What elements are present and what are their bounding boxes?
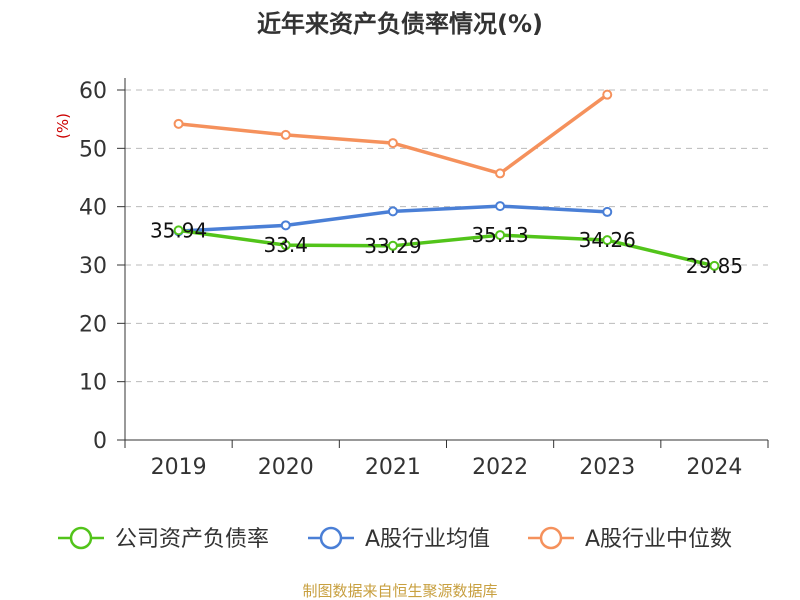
data-label-2023: 34.26 [579,228,636,252]
y-tick-label-60: 60 [79,79,107,104]
y-tick-label-40: 40 [79,196,107,221]
x-tick-label-2021: 2021 [365,455,421,480]
data-label-2021: 33.29 [364,234,421,258]
data-point-0-2020 [280,240,291,251]
y-tick-label-0: 0 [93,429,107,454]
y-tick-label-30: 30 [79,254,107,279]
data-point-1-2022 [495,201,506,212]
series-line-2 [176,92,609,176]
legend-item-0[interactable]: 公司资产负债率 [58,526,269,552]
series-layer [173,89,720,271]
y-tick-label-50: 50 [79,137,107,162]
legend-marker-icon-0 [69,526,93,550]
legend-label-1: A股行业均值 [365,527,490,552]
data-labels: 35.94 33.4 33.29 35.13 34.26 29.85 [150,218,743,278]
data-point-2-2022 [495,168,506,179]
legend-marker-icon-2 [539,526,563,550]
data-point-0-2023 [602,235,613,246]
legend-label-0: 公司资产负债率 [115,527,269,552]
data-point-0-2019 [173,225,184,236]
data-point-1-2021 [387,206,398,217]
x-tick-label-2023: 2023 [579,455,635,480]
y-axis-unit: (%) [54,113,72,139]
legend[interactable]: 公司资产负债率 A股行业均值 A股行业中位数 [58,526,732,552]
data-point-2-2021 [387,138,398,149]
x-tick-label-2019: 2019 [151,455,207,480]
data-point-0-2024 [709,260,720,271]
data-point-2-2023 [602,89,613,100]
legend-item-1[interactable]: A股行业均值 [308,526,490,552]
data-label-2024: 29.85 [686,254,743,278]
y-tick-label-10: 10 [79,371,107,396]
series-line-0 [176,228,717,268]
data-label-2019: 35.94 [150,218,207,242]
data-point-0-2022 [495,230,506,241]
x-tick-label-2020: 2020 [258,455,314,480]
chart-title: 近年来资产负债率情况(%) [257,10,543,38]
legend-label-2: A股行业中位数 [585,527,732,552]
axes: 0 10 20 30 40 50 60 2019 2020 2021 2022 2023 2024 [79,78,769,480]
data-label-2022: 35.13 [471,223,528,247]
x-tick-label-2022: 2022 [472,455,528,480]
data-point-0-2021 [387,240,398,251]
gridlines [125,89,768,383]
legend-item-2[interactable]: A股行业中位数 [528,526,732,552]
y-tick-label-20: 20 [79,312,107,337]
data-point-2-2020 [280,129,291,140]
data-point-2-2019 [173,118,184,129]
data-point-1-2020 [280,220,291,231]
source-note: 制图数据来自恒生聚源数据库 [302,582,497,600]
data-label-2020: 33.4 [263,233,308,257]
x-tick-label-2024: 2024 [686,455,742,480]
data-point-1-2023 [602,206,613,217]
legend-marker-icon-1 [319,526,343,550]
